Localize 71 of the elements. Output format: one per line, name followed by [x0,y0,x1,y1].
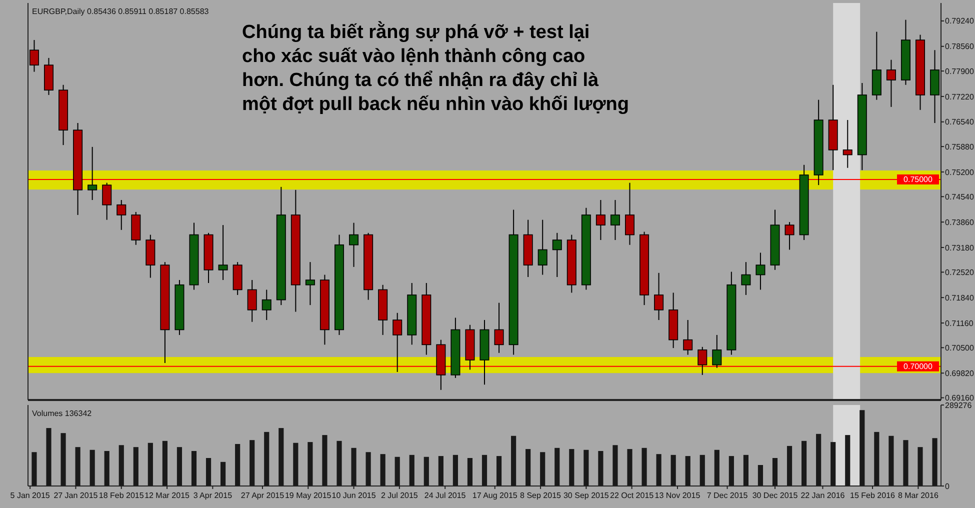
text: EURGBP,Daily 0.85436 0.85911 0.85187 0.85583 [32,7,210,16]
candlestick [712,334,722,368]
x-tick-label: 3 Apr 2015 [193,491,233,500]
ref-line-label: 0.70000 [904,362,934,372]
x-tick-label: 24 Jul 2015 [424,491,466,500]
x-tick-label: 27 Jan 2015 [54,491,98,500]
y-tick-label: 0.77900 [945,66,974,76]
candlestick [741,262,751,296]
x-tick-label: 2 Jul 2015 [380,491,418,500]
x-tick-label: 19 May 2015 [284,491,332,500]
candlestick [29,40,39,72]
y-tick-label: 0.71160 [945,318,974,328]
y-tick-label: 0.72520 [945,268,974,277]
y-tick-label: 0.69820 [945,368,974,378]
candlestick [610,200,620,241]
y-tick-label: 0.69160 [945,394,974,403]
y-tick-label: 0 [945,482,950,491]
x-tick-label: 18 Feb 2015 [98,491,144,500]
y-tick-label: 0.75880 [945,142,974,152]
candlestick [683,320,693,356]
y-tick-label: 0.73180 [945,243,974,252]
x-tick-label: 27 Apr 2015 [240,491,285,500]
x-tick-label: 10 Jun 2015 [332,491,376,500]
y-tick-label: 0.70500 [945,343,974,352]
x-tick-label: 22 Oct 2015 [610,491,654,500]
candlestick [247,280,257,322]
candlestick [756,252,766,290]
x-tick-label: 15 Feb 2016 [850,491,896,500]
candlestick [349,222,359,268]
y-tick-label: 0.78560 [945,42,974,52]
candlestick [392,312,402,372]
y-tick-label: 0.77220 [945,92,974,102]
candlestick [842,120,852,168]
x-tick-label: 5 Jan 2015 [10,491,50,500]
candlestick [698,346,708,376]
candlestick [886,59,896,108]
x-tick-label: 13 Nov 2015 [654,491,701,500]
candlestick [654,272,664,320]
x-tick-label: 30 Dec 2015 [752,491,798,500]
text: Volumes 136342 [32,409,92,418]
x-tick-label: 8 Sep 2015 [520,491,562,500]
annotation: Chúng ta biết rằng sự phá vỡ + test lại [242,21,590,43]
candlestick [262,289,272,320]
candlestick [538,219,548,276]
y-tick-label: 0.75200 [945,168,974,177]
annotation: hơn. Chúng ta có thể nhận ra đây chỉ là [242,70,600,91]
ref-line-label: 0.75000 [904,175,934,184]
candlestick [116,200,126,230]
y-tick-label: 0.73860 [945,218,974,227]
candlestick [596,200,606,241]
candlestick [494,302,504,354]
y-tick-label: 0.76540 [945,118,974,127]
y-tick-label: 289276 [945,400,972,410]
x-tick-label: 22 Jan 2016 [800,491,846,500]
x-tick-label: 12 Mar 2015 [144,491,190,500]
candlestick [305,262,315,306]
candlestick [624,182,635,246]
x-tick-label: 17 Aug 2015 [472,491,518,500]
candlestick [88,146,98,201]
y-tick-label: 0.79240 [945,16,974,26]
x-tick-label: 30 Sep 2015 [563,491,610,500]
x-tick-label: 8 Mar 2016 [898,491,939,500]
annotation: cho xác suất vào lệnh thành công cao [242,46,586,67]
y-tick-label: 0.71840 [945,293,974,302]
candlestick [552,232,562,278]
annotation: một đợt pull back nếu nhìn vào khối lượng [242,94,630,115]
candlestick [102,182,112,220]
candlestick [784,222,794,250]
x-tick-label: 7 Dec 2015 [706,491,748,500]
candlestick [218,224,228,281]
y-tick-label: 0.74540 [945,192,974,202]
